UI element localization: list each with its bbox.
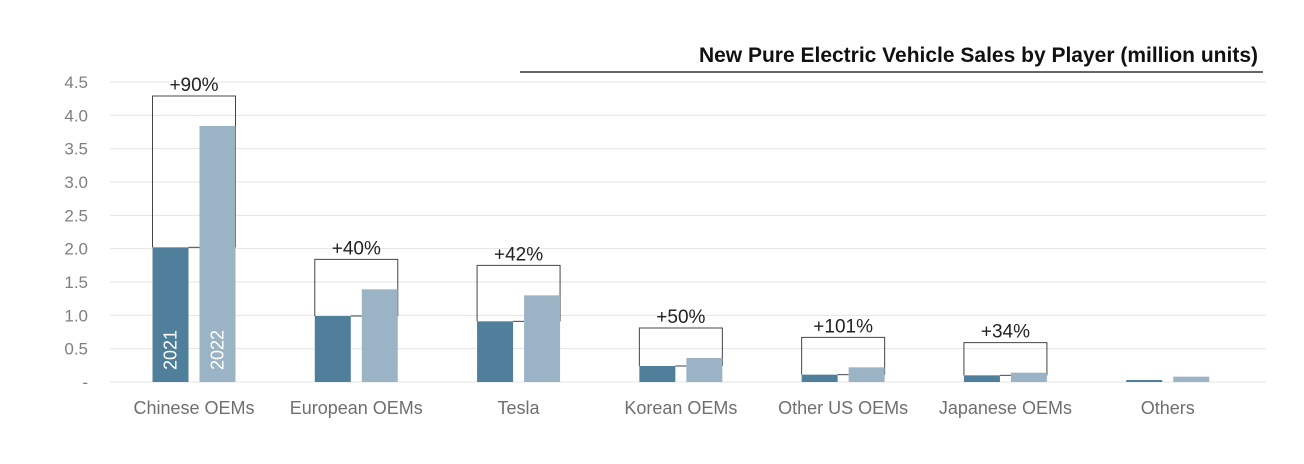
- bar-2022: [848, 367, 885, 382]
- growth-label: +90%: [169, 75, 218, 96]
- bar-2021: [801, 374, 838, 382]
- growth-bracket: [476, 264, 561, 322]
- series-label-2022: 2022: [208, 330, 228, 370]
- bar-2022: [1010, 372, 1047, 382]
- growth-brackets: [152, 95, 1048, 376]
- category-label: Tesla: [498, 398, 541, 418]
- y-axis-tick-labels: - 0.5 1.0 1.5 2.0 2.5 3.0 3.5 4.0 4.5: [64, 73, 88, 392]
- category-label: Korean OEMs: [624, 398, 737, 418]
- bar-2022: [686, 358, 723, 382]
- bar-2021: [639, 366, 676, 382]
- bar-2021: [963, 375, 1000, 382]
- growth-bracket: [638, 327, 723, 366]
- y-tick-label: -: [82, 373, 88, 392]
- growth-label: +50%: [656, 307, 705, 328]
- bar-2021: [1126, 380, 1163, 382]
- growth-bracket: [314, 258, 399, 316]
- bar-2022: [361, 289, 398, 382]
- category-label: Other US OEMs: [778, 398, 908, 418]
- y-tick-label: 3.5: [64, 140, 88, 159]
- y-tick-label: 2.0: [64, 240, 88, 259]
- grid-lines: [110, 81, 1266, 383]
- y-tick-label: 0.5: [64, 340, 88, 359]
- bars: [152, 126, 1210, 382]
- growth-bracket: [801, 336, 886, 375]
- category-label: Japanese OEMs: [939, 398, 1072, 418]
- growth-label: +101%: [813, 316, 873, 337]
- bar-2022: [1173, 376, 1210, 382]
- growth-bracket: [963, 342, 1048, 376]
- y-tick-label: 3.0: [64, 173, 88, 192]
- x-axis-category-labels: Chinese OEMs European OEMs Tesla Korean OEM…: [133, 398, 1194, 418]
- chart-title: New Pure Electric Vehicle Sales by Playe…: [699, 44, 1258, 67]
- series-label-2021: 2021: [161, 330, 181, 370]
- y-tick-label: 1.0: [64, 306, 88, 325]
- growth-label: +42%: [494, 244, 543, 265]
- y-tick-label: 4.5: [64, 73, 88, 92]
- series-labels: 2021 2022: [161, 330, 228, 370]
- bar-2021: [152, 247, 189, 382]
- y-tick-label: 1.5: [64, 273, 88, 292]
- category-label: Others: [1141, 398, 1195, 418]
- y-tick-label: 4.0: [64, 106, 88, 125]
- category-label: Chinese OEMs: [133, 398, 254, 418]
- bar-2022: [199, 126, 236, 382]
- growth-labels: +90% +40% +42% +50% +101% +34%: [169, 75, 1030, 343]
- growth-label: +34%: [981, 322, 1030, 343]
- growth-label: +40%: [332, 238, 381, 259]
- y-tick-label: 2.5: [64, 206, 88, 225]
- bar-2021: [477, 321, 514, 382]
- category-label: European OEMs: [290, 398, 423, 418]
- bar-2022: [524, 295, 561, 382]
- chart-title-group: New Pure Electric Vehicle Sales by Playe…: [520, 44, 1263, 73]
- bar-2021: [314, 316, 351, 382]
